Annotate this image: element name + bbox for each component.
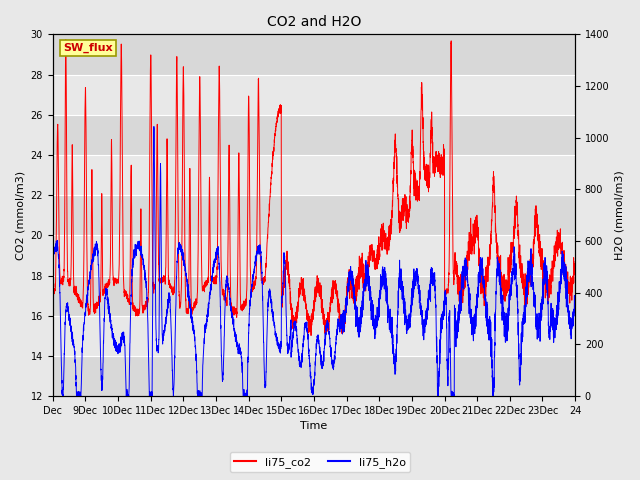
Legend: li75_co2, li75_h2o: li75_co2, li75_h2o (230, 452, 410, 472)
Bar (52, 35, 575, 74)
Bar (52, 316, 575, 356)
Y-axis label: CO2 (mmol/m3): CO2 (mmol/m3) (15, 171, 25, 260)
Bar (52, 195, 575, 235)
Bar (52, 155, 575, 195)
X-axis label: Time: Time (300, 421, 328, 432)
Title: CO2 and H2O: CO2 and H2O (267, 15, 361, 29)
Bar (52, 74, 575, 115)
Bar (52, 115, 575, 155)
Bar (52, 235, 575, 276)
Text: SW_flux: SW_flux (63, 43, 113, 53)
Y-axis label: H2O (mmol/m3): H2O (mmol/m3) (615, 170, 625, 260)
Bar (52, 356, 575, 396)
Bar (52, 276, 575, 316)
